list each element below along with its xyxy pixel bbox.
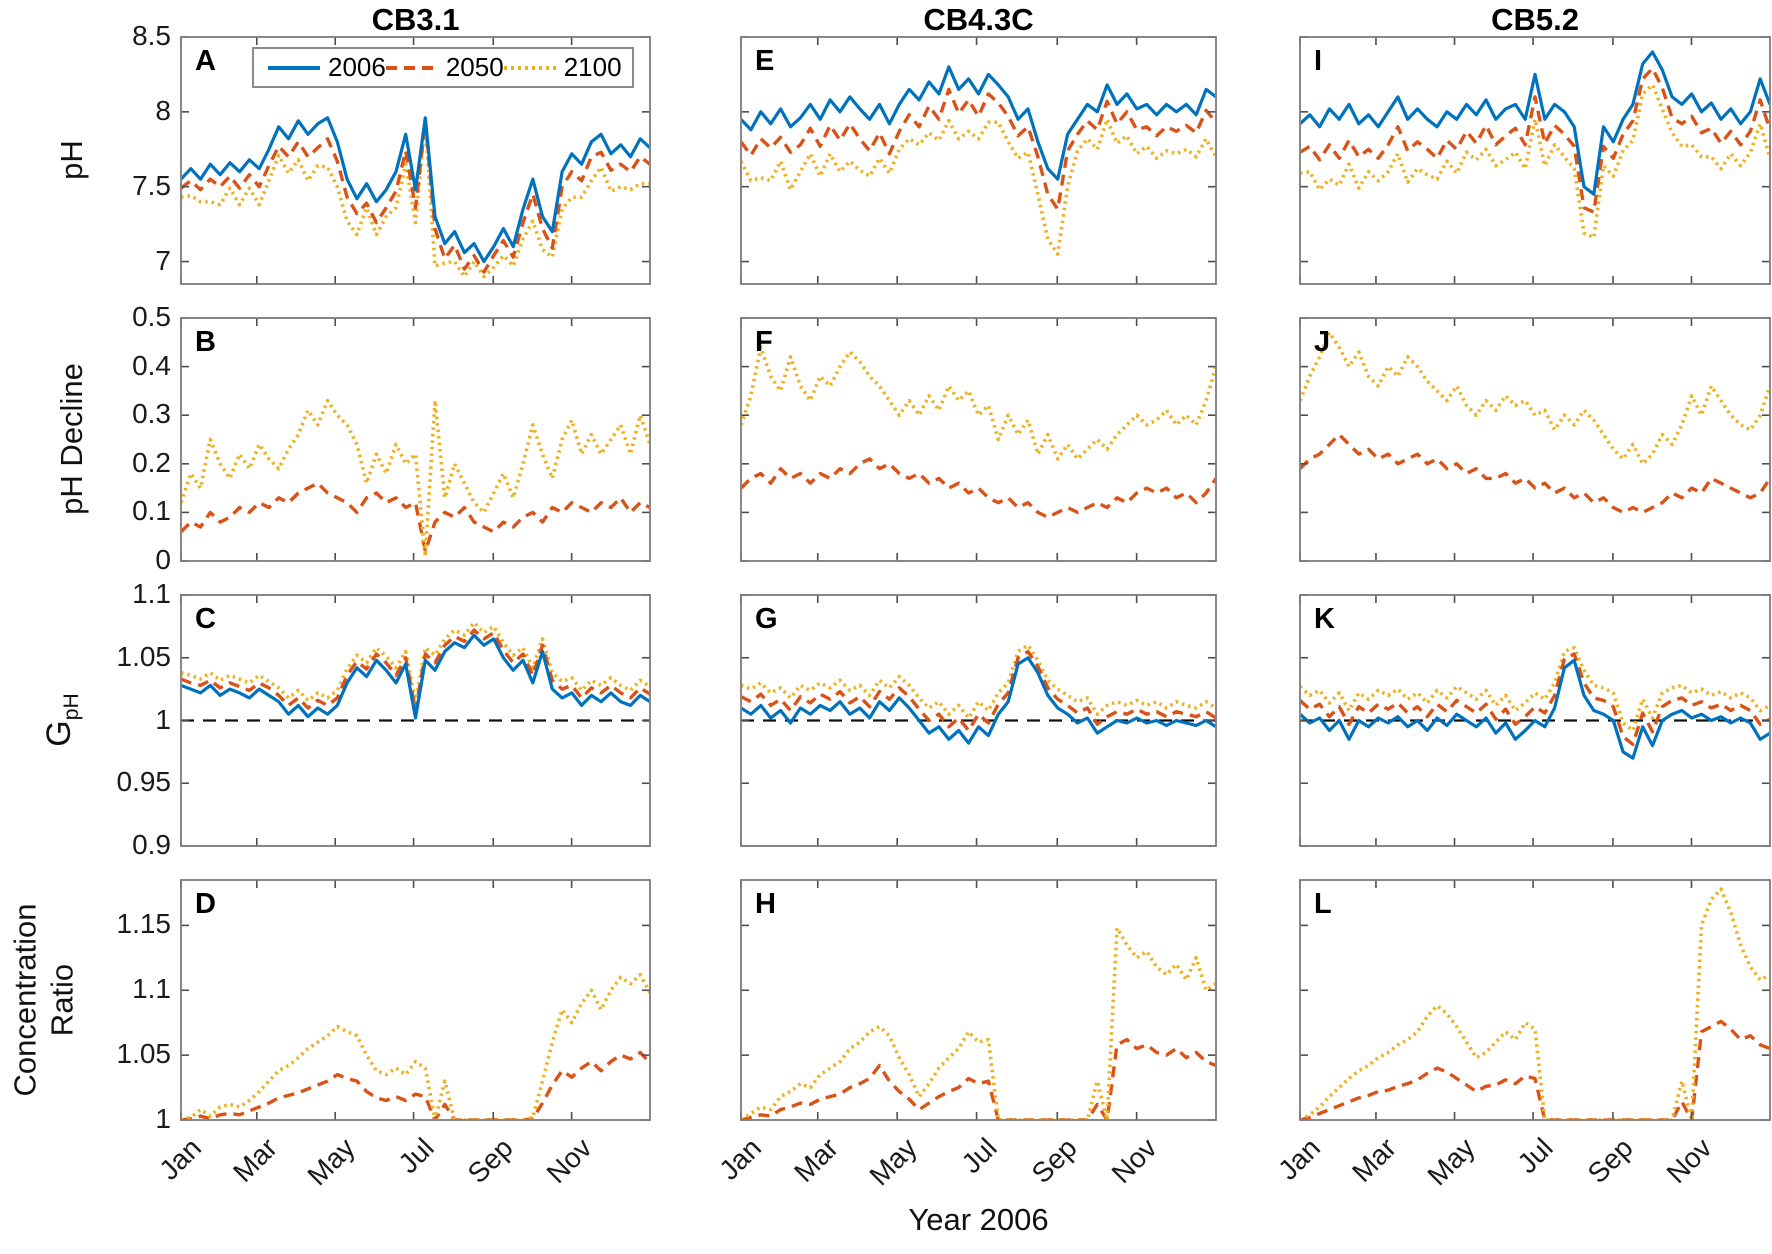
column-title-cb3-1: CB3.1	[371, 2, 460, 37]
column-title-cb4-3c: CB4.3C	[923, 2, 1034, 37]
y-tick-label-row3-1.1: 1.1	[132, 578, 171, 609]
series-2100-panel-B	[182, 398, 649, 558]
concentration-line: Concentration	[7, 903, 43, 1097]
series-2100-panel-A	[182, 117, 649, 279]
series-2050-panel-E	[742, 87, 1215, 211]
panel-border-B	[180, 317, 651, 562]
y-tick-label-row4-1.15: 1.15	[116, 908, 172, 940]
panel-label-C: C	[195, 603, 216, 635]
y-tick-label-row4-1.05: 1.05	[116, 1038, 172, 1070]
series-2050-panel-A	[182, 119, 649, 274]
y-tick-label-row3-0.9: 0.9	[132, 829, 171, 860]
panel-label-A: A	[195, 45, 216, 77]
series-2050-panel-G	[742, 649, 1215, 733]
y-tick-label-row4-1: 1	[155, 1103, 171, 1134]
legend-entry-2006: 2006	[268, 52, 386, 83]
series-2050-panel-B	[182, 481, 649, 553]
legend-label-2006: 2006	[328, 52, 386, 82]
y-tick-label-row2-0.4: 0.4	[132, 349, 171, 381]
panel-border-G	[740, 594, 1217, 847]
series-2050-panel-C	[182, 628, 649, 713]
panel-border-K	[1299, 594, 1771, 847]
panel-border-J	[1299, 317, 1771, 562]
series-2006-panel-I	[1301, 50, 1769, 196]
series-2100-panel-L	[1301, 887, 1769, 1119]
panel-border-F	[740, 317, 1217, 562]
y-tick-label-row1-7: 7	[155, 244, 171, 276]
panel-border-L	[1299, 879, 1771, 1121]
legend: 2006 2050 2100	[252, 47, 634, 88]
series-2006-panel-K	[1301, 658, 1769, 760]
panel-label-B: B	[195, 326, 216, 358]
panel-label-D: D	[195, 888, 216, 920]
series-2100-panel-K	[1301, 645, 1769, 733]
y-axis-label-ph-decline: pH Decline	[54, 363, 89, 515]
panel-border-C	[180, 594, 651, 847]
panel-label-I: I	[1314, 45, 1323, 77]
series-2050-panel-L	[1301, 1019, 1769, 1119]
panel-label-F: F	[755, 326, 773, 358]
series-2100-panel-F	[742, 345, 1215, 461]
legend-line-2100-dotted	[503, 65, 556, 70]
panel-label-E: E	[755, 45, 775, 77]
panel-border-A	[180, 36, 651, 285]
legend-entry-2050: 2050	[385, 52, 504, 83]
panel-label-G: G	[755, 603, 778, 635]
series-2006-panel-A	[182, 116, 649, 264]
series-2050-panel-H	[742, 1037, 1215, 1119]
series-2100-panel-J	[1301, 330, 1769, 466]
series-2100-panel-I	[1301, 83, 1769, 240]
y-tick-label-row2-0.3: 0.3	[132, 398, 171, 430]
legend-line-2050-dashed	[385, 65, 438, 70]
y-tick-label-row2-0.2: 0.2	[132, 446, 171, 478]
y-tick-label-row3-1: 1	[155, 703, 171, 735]
panel-label-J: J	[1314, 326, 1331, 358]
y-tick-label-row3-0.95: 0.95	[116, 766, 172, 798]
series-2100-panel-E	[742, 117, 1215, 256]
y-tick-label-row2-0: 0	[155, 544, 171, 575]
column-title-cb5-2: CB5.2	[1491, 2, 1579, 37]
series-2050-panel-D	[182, 1050, 649, 1119]
legend-label-2050: 2050	[445, 52, 504, 82]
panel-border-H	[740, 879, 1217, 1121]
y-tick-label-row3-1.05: 1.05	[116, 640, 172, 672]
y-tick-label-row1-7.5: 7.5	[132, 169, 171, 201]
series-2050-panel-F	[742, 457, 1215, 519]
series-2050-panel-J	[1301, 432, 1769, 515]
series-2050-panel-K	[1301, 652, 1769, 746]
series-2050-panel-I	[1301, 66, 1769, 214]
panel-label-H: H	[755, 888, 776, 920]
series-2100-panel-D	[182, 972, 649, 1119]
y-tick-label-row2-0.1: 0.1	[132, 495, 171, 527]
legend-label-2100: 2100	[563, 52, 622, 82]
y-tick-label-row4-1.1: 1.1	[132, 973, 171, 1005]
y-tick-label-row1-8.5: 8.5	[132, 20, 171, 51]
legend-line-2006-solid	[268, 65, 320, 70]
series-2100-panel-H	[742, 926, 1215, 1119]
y-tick-label-row1-8: 8	[155, 94, 171, 126]
panel-label-K: K	[1314, 603, 1335, 635]
panel-border-E	[740, 36, 1217, 285]
y-tick-label-row2-0.5: 0.5	[132, 301, 171, 332]
series-2006-panel-G	[742, 656, 1215, 745]
series-2006-panel-C	[182, 633, 649, 720]
panel-label-L: L	[1314, 888, 1332, 920]
series-2006-panel-E	[742, 65, 1215, 181]
legend-entry-2100: 2100	[503, 52, 622, 83]
x-axis-label: Year 2006	[908, 1202, 1049, 1237]
panel-border-I	[1299, 36, 1771, 285]
panel-border-D	[180, 879, 651, 1121]
series-2100-panel-G	[742, 643, 1215, 720]
